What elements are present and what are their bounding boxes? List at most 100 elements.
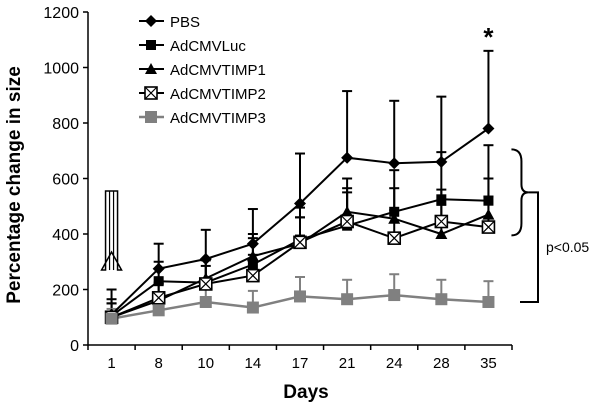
axes: 0 200 400 600 800 1000 1200 1 8 10 14 17 21 24 28 35: [43, 5, 513, 372]
triangle-marker: [246, 250, 259, 262]
data-point: [198, 277, 213, 291]
gray-square-marker: [482, 295, 495, 308]
legend-marker: [145, 111, 157, 123]
diamond-marker: [435, 155, 448, 168]
data-point: [436, 194, 447, 205]
significance-bracket: [520, 191, 539, 303]
data-point: [482, 208, 495, 220]
diamond-marker: [294, 197, 306, 210]
data-point: [435, 228, 448, 239]
gray-square-marker: [388, 289, 401, 302]
legend-label: AdCMVTIMP3: [170, 110, 266, 127]
data-point: [247, 259, 258, 270]
data-point: [482, 295, 495, 308]
x-tick-label: 8: [154, 355, 162, 372]
significance-star: *: [483, 22, 494, 52]
data-point: [341, 151, 354, 164]
treatment-arrow-icon: [100, 190, 123, 271]
gray-square-marker: [105, 312, 118, 325]
error-bar: [389, 99, 400, 164]
data-point: [434, 214, 449, 229]
legend-label: AdCMVTIMP1: [170, 62, 266, 79]
legend-label: PBS: [170, 14, 200, 31]
gray-square-marker: [152, 304, 165, 317]
x-tick-label: 10: [197, 355, 214, 372]
error-bar: [436, 95, 447, 162]
data-point: [341, 293, 354, 306]
triangle-marker: [482, 208, 495, 220]
x-axis-title: Days: [283, 382, 328, 403]
gray-square-marker: [435, 293, 448, 306]
gray-square-marker: [294, 290, 306, 303]
y-tick-label: 600: [52, 172, 79, 189]
y-tick-label: 1000: [43, 61, 79, 78]
legend-entry: AdCMVLuc: [139, 38, 246, 55]
diamond-marker: [246, 237, 259, 250]
square-marker: [483, 195, 494, 206]
data-point: [388, 289, 401, 302]
data-point: [388, 157, 401, 170]
error-bars: [106, 49, 494, 319]
y-tick-label: 0: [70, 338, 79, 355]
diamond-marker: [388, 157, 401, 170]
data-point: [151, 291, 166, 305]
data-point: [246, 237, 259, 250]
p-value-label: p<0.05: [546, 239, 589, 255]
square-x-marker-cross: [246, 269, 260, 283]
square-marker: [436, 194, 447, 205]
triangle-marker: [435, 228, 448, 239]
y-tick-label: 400: [52, 227, 79, 244]
legend-marker: [144, 86, 158, 100]
gray-square-marker: [341, 293, 354, 306]
y-tick-label: 1200: [43, 5, 79, 22]
square-x-marker-cross: [387, 231, 401, 245]
data-point: [435, 155, 448, 168]
square-x-marker-cross: [340, 215, 354, 228]
x-tick-label: 24: [386, 355, 403, 372]
data-point: [153, 276, 164, 287]
diamond-marker: [199, 252, 212, 265]
legend-entry: AdCMVTIMP3: [139, 110, 266, 127]
data-point: [341, 205, 354, 217]
legend-label: AdCMVTIMP2: [170, 86, 266, 103]
diamond-marker: [152, 262, 165, 275]
legend-entry: AdCMVTIMP1: [139, 62, 266, 79]
legend-marker: [146, 40, 156, 50]
square-x-marker-cross: [482, 220, 495, 234]
data-point: [199, 252, 212, 265]
diamond-marker: [341, 151, 354, 164]
error-bar: [483, 49, 494, 129]
triangle-marker: [388, 212, 401, 224]
x-tick-label: 17: [292, 355, 309, 372]
triangle-marker: [145, 63, 157, 74]
legend-marker: [145, 15, 157, 27]
data-point: [294, 290, 306, 303]
legend-entry: PBS: [139, 14, 200, 31]
group-brace: [511, 148, 529, 237]
square-x-marker-cross: [434, 215, 448, 228]
square-marker: [247, 259, 258, 270]
diamond-marker: [145, 15, 157, 27]
x-tick-label: 1: [107, 355, 115, 372]
legend-entry: AdCMVTIMP2: [139, 86, 266, 103]
diamond-marker: [482, 122, 495, 135]
data-point: [246, 250, 259, 262]
square-marker: [389, 206, 400, 217]
y-tick-label: 200: [52, 283, 79, 300]
square-x-marker-cross: [293, 235, 307, 249]
data-point: [388, 212, 401, 224]
data-point: [152, 304, 165, 317]
data-point: [105, 312, 118, 325]
square-marker: [146, 40, 156, 50]
series-markers: [104, 122, 496, 325]
x-tick-label: 21: [339, 355, 356, 372]
square-x-marker-cross: [152, 291, 166, 305]
x-tick-label: 28: [433, 355, 450, 372]
legend-marker: [145, 63, 157, 74]
data-point: [246, 268, 260, 283]
legend-label: AdCMVLuc: [170, 38, 246, 55]
data-point: [483, 195, 494, 206]
data-point: [340, 214, 354, 229]
